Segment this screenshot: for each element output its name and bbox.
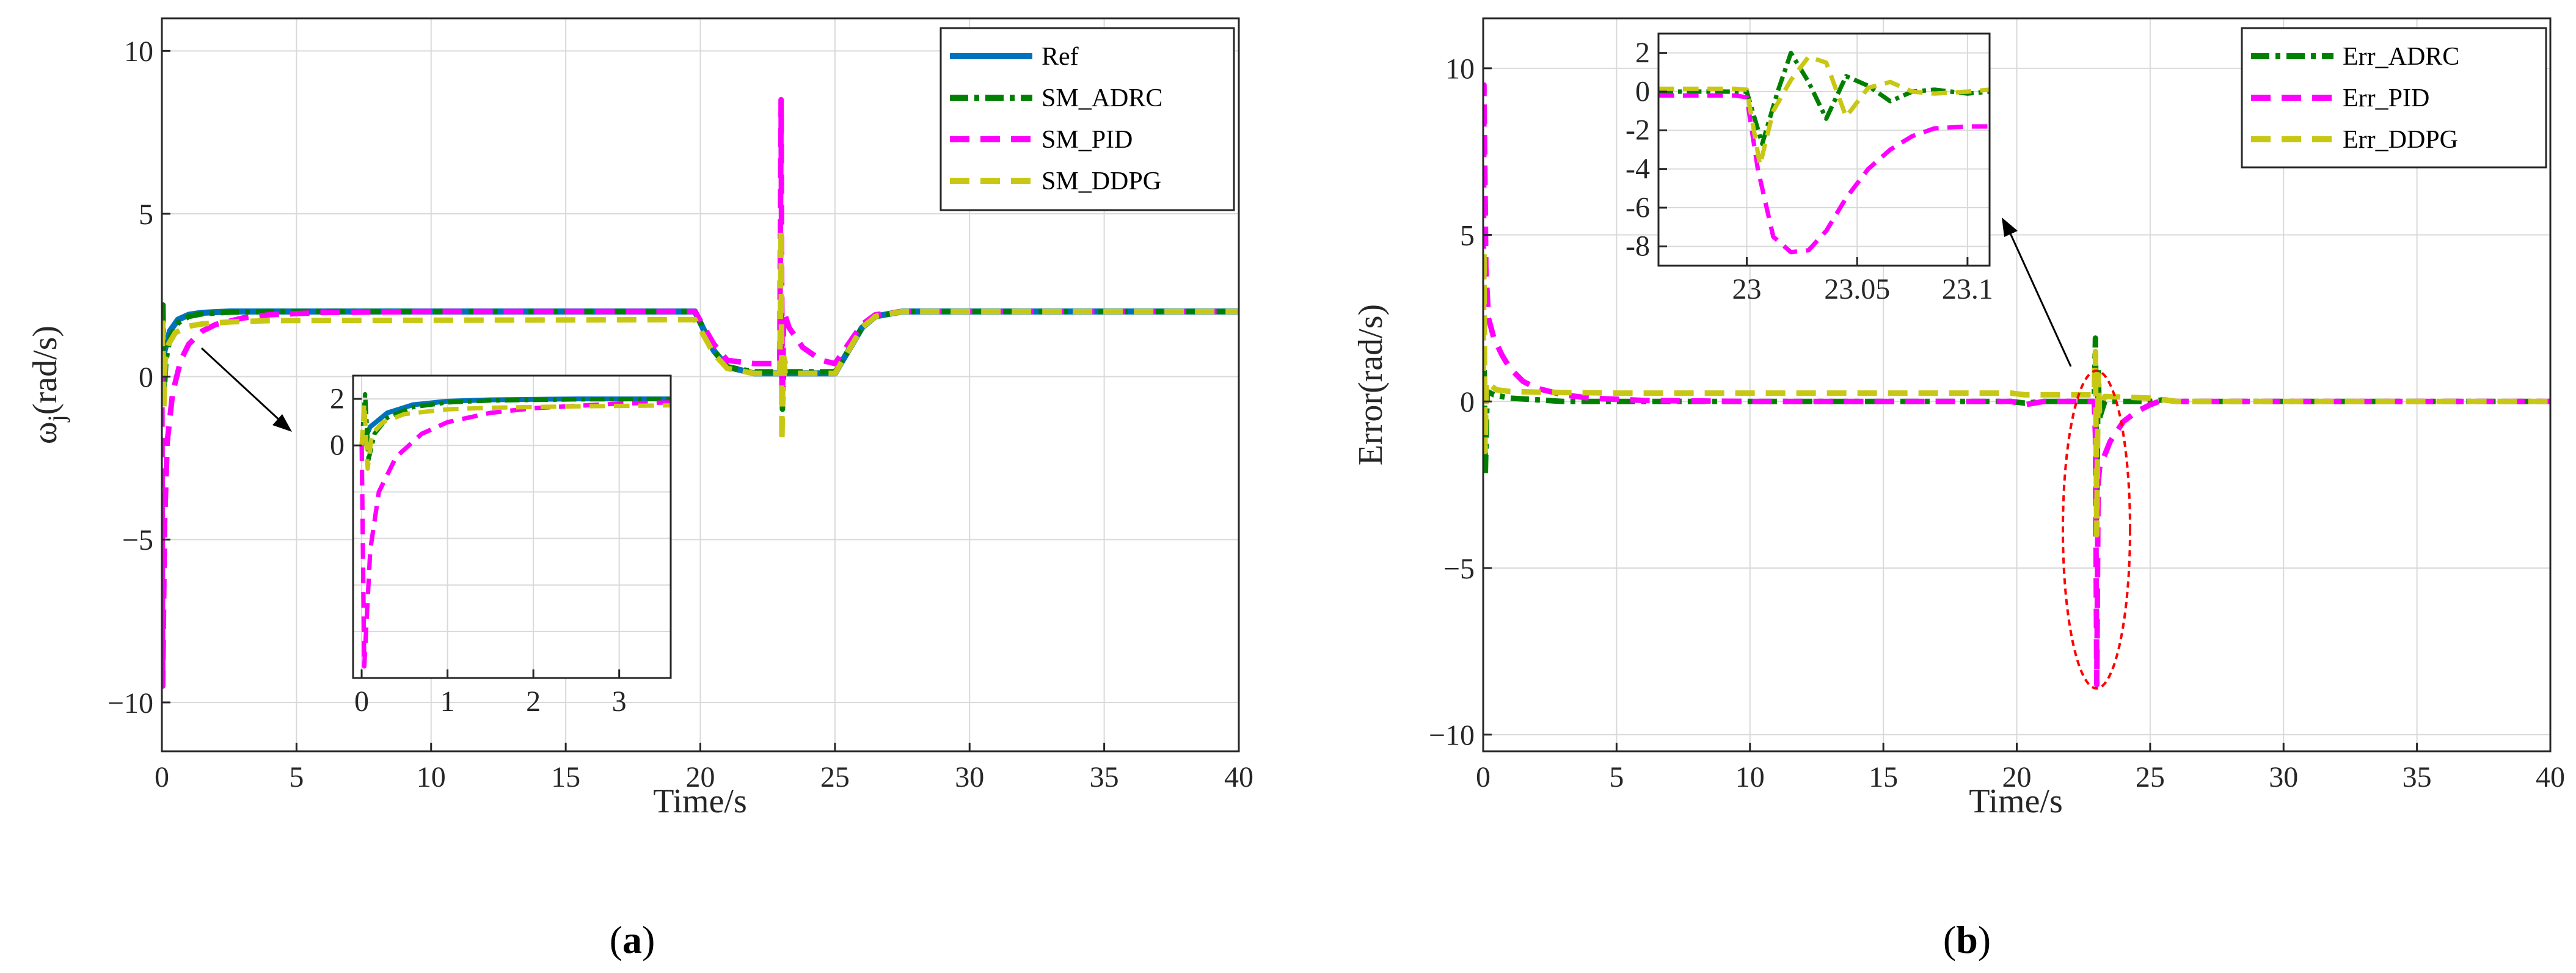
chart-a-inset-series-sm-adrc: [359, 392, 671, 462]
chart-b-inset-series: [1658, 51, 1990, 255]
chart-b-inset-ytick-label: 0: [1635, 75, 1650, 108]
panel-letter-b: b: [1956, 918, 1978, 961]
chart-a-inset-bg: [353, 376, 671, 678]
legend-ref: Ref: [1042, 43, 1079, 71]
chart-a-inset-xtick-label: 1: [440, 685, 455, 718]
chart-a-xtick-label: 35: [1090, 761, 1119, 793]
legend-err-adrc: Err_ADRC: [2343, 43, 2459, 71]
chart-b-inset-ytick-label: -6: [1626, 191, 1650, 224]
chart-b-inset-ticks: 23 23.05 23.1 -8 -6 -4 -2 0 2: [1626, 37, 1993, 305]
chart-b-xtick-label: 0: [1476, 761, 1491, 793]
chart-b-xtick-label: 20: [2002, 761, 2032, 793]
chart-b-xtick-label: 35: [2403, 761, 2432, 793]
chart-b-inset-ytick-label: 2: [1635, 37, 1650, 69]
chart-b-ticks: 0 5 10 15 20 25 30 35 40 −10 −5 0 5 10: [1429, 53, 2565, 793]
chart-b-inset-xtick-label: 23: [1732, 273, 1762, 305]
legend-sm-pid: SM_PID: [1042, 126, 1133, 154]
chart-a-ylabel-unit: (rad/s): [26, 326, 64, 415]
chart-a-inset-xtick-label: 0: [354, 685, 369, 718]
chart-b-series-err-ddpg: [1483, 249, 2550, 538]
chart-b-xtick-label: 30: [2269, 761, 2298, 793]
chart-a-series-sm-ddpg: [162, 227, 1239, 445]
chart-b-zoom-arrow-head: [2002, 217, 2018, 237]
chart-b-ytick-label: 10: [1445, 53, 1475, 86]
chart-a-xtick-label: 40: [1224, 761, 1253, 793]
chart-a-ylabel: ωj(rad/s): [26, 326, 70, 444]
chart-b-inset-grid: [1658, 34, 1990, 266]
chart-a-xtick-label: 5: [289, 761, 304, 793]
chart-b-xtick-label: 5: [1609, 761, 1624, 793]
chart-b-inset-ytick-label: -4: [1626, 153, 1650, 185]
chart-a-ytick-label: 10: [124, 35, 153, 68]
chart-b-xtick-label: 25: [2136, 761, 2165, 793]
chart-a-inset-series-sm-ddpg: [359, 401, 671, 471]
chart-a-xlabel: Time/s: [653, 782, 747, 820]
chart-a-ytick-label: −10: [108, 687, 153, 720]
chart-b-inset-series-err-ddpg: [1658, 54, 1990, 167]
chart-a-inset-ytick-label: 2: [330, 382, 345, 415]
chart-b-ylabel: Error(rad/s): [1352, 304, 1390, 465]
chart-b-ytick-label: 0: [1460, 386, 1475, 418]
chart-b-inset-frame: [1657, 32, 1991, 267]
chart-a-inset-xtick-label: 3: [612, 685, 627, 718]
chart-a-xtick-label: 15: [551, 761, 580, 793]
chart-a-zoom-arrow: [200, 347, 282, 423]
chart-b-inset-ytick-label: -2: [1626, 114, 1650, 147]
chart-a-inset-ticks: 0 1 2 3 0 2: [330, 382, 627, 718]
chart-a-series: [162, 97, 1239, 689]
chart-a-xtick-label: 30: [955, 761, 984, 793]
chart-b-zoom-arrow: [2009, 231, 2072, 367]
chart-a-zoom-arrow-head: [272, 414, 292, 432]
chart-a-inset-ytick-label: 0: [330, 429, 345, 462]
chart-b-xtick-label: 40: [2536, 761, 2565, 793]
chart-a-series-sm-pid: [162, 97, 1239, 689]
chart-b-legend: Err_ADRC Err_PID Err_DDPG: [2241, 27, 2547, 169]
chart-a-inset-frame: [352, 374, 672, 679]
panel-label-a: (a): [610, 918, 655, 961]
chart-a-ytick-label: 5: [139, 199, 153, 231]
chart-a-ytick-label: 0: [139, 361, 153, 393]
chart-b-ytick-label: 5: [1460, 219, 1475, 252]
chart-b-inset-series-err-pid: [1658, 93, 1990, 255]
chart-a-xtick-label: 25: [820, 761, 850, 793]
chart-b-ytick-label: −5: [1443, 553, 1475, 585]
chart-b-xtick-label: 15: [1869, 761, 1898, 793]
chart-b-inset-ytick-label: -8: [1626, 230, 1650, 263]
chart-b-xlabel: Time/s: [1969, 782, 2063, 820]
chart-a-inset-xtick-label: 2: [526, 685, 541, 718]
legend-sm-adrc: SM_ADRC: [1042, 84, 1162, 112]
chart-b-inset: 23 23.05 23.1 -8 -6 -4 -2 0 2: [1626, 32, 1993, 305]
chart-b-inset-bg: [1658, 34, 1990, 266]
chart-a-xtick-label: 20: [686, 761, 715, 793]
chart-a-ylabel-main: ω: [26, 421, 64, 444]
chart-a-xtick-label: 10: [417, 761, 446, 793]
panel-letter-a: a: [622, 918, 642, 961]
panel-label-b: (b): [1943, 918, 1991, 961]
chart-a-inset-grid: [353, 376, 671, 679]
chart-a-inset-series: [359, 392, 671, 669]
legend-sm-ddpg: SM_DDPG: [1042, 167, 1161, 195]
legend-err-pid: Err_PID: [2343, 84, 2429, 112]
chart-a-ylabel-sub: j: [43, 415, 70, 423]
chart-a-inset: 0 1 2 3 0 2: [330, 374, 672, 718]
chart-b-series: [1483, 82, 2550, 688]
chart-b-highlight-ellipse: [2062, 370, 2131, 690]
chart-b-xtick-label: 10: [1735, 761, 1765, 793]
chart-a-inset-series-sm-pid: [359, 400, 671, 669]
chart-b-inset-xtick-label: 23.05: [1824, 273, 1890, 305]
chart-b-inset-xtick-label: 23.1: [1942, 273, 1993, 305]
legend-err-ddpg: Err_DDPG: [2343, 126, 2458, 154]
chart-b-series-err-pid: [1483, 82, 2550, 688]
chart-b-ytick-label: −10: [1429, 720, 1475, 752]
chart-a-xtick-label: 0: [155, 761, 169, 793]
chart-a-legend: Ref SM_ADRC SM_PID SM_DDPG: [940, 27, 1235, 211]
chart-a-ytick-label: −5: [122, 524, 153, 556]
